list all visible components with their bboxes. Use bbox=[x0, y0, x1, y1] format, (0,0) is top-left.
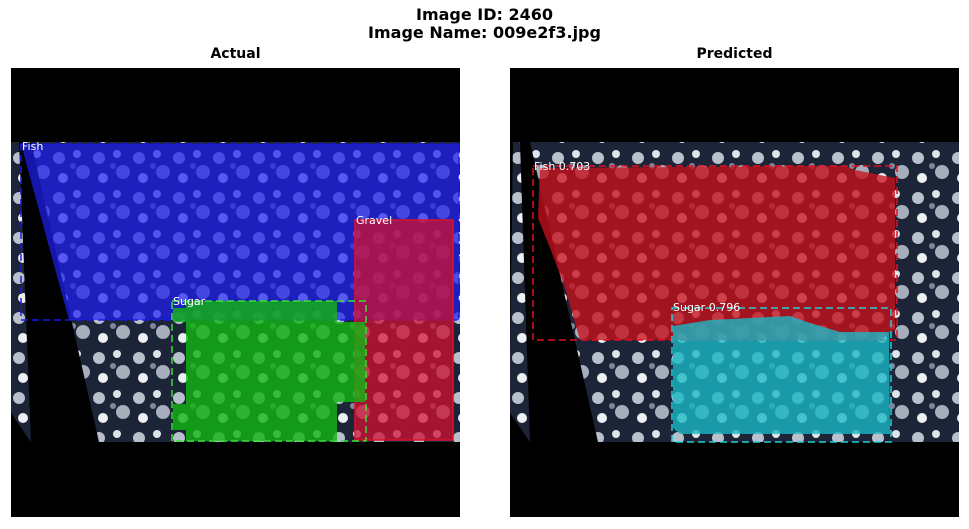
fish-mask bbox=[21, 144, 459, 320]
predicted-satellite-image: Fish 0.703 Sugar 0.796 bbox=[510, 142, 959, 443]
actual-satellite-image: Fish Gravel Sugar bbox=[11, 140, 460, 442]
figure-title-line-2: Image Name: 009e2f3.jpg bbox=[368, 23, 601, 42]
fish-label: Fish 0.703 bbox=[534, 160, 590, 173]
sugar-label: Sugar 0.796 bbox=[673, 301, 740, 314]
predicted-image-panel: Fish 0.703 Sugar 0.796 bbox=[510, 68, 959, 517]
sugar-mask bbox=[173, 301, 365, 441]
fish-box bbox=[20, 143, 460, 321]
sugar-mask bbox=[673, 316, 890, 434]
sugar-box bbox=[171, 300, 367, 442]
fish-label: Fish bbox=[22, 140, 43, 153]
actual-panel-title: Actual bbox=[210, 46, 261, 62]
actual-image-panel: Fish Gravel Sugar bbox=[11, 68, 460, 517]
fish-mask bbox=[538, 166, 895, 340]
sugar-label: Sugar bbox=[173, 295, 206, 308]
swath-black-wedge bbox=[19, 142, 99, 442]
sugar-box bbox=[671, 307, 892, 443]
gravel-mask bbox=[355, 220, 453, 440]
figure-title-line-1: Image ID: 2460 bbox=[415, 5, 554, 24]
gravel-label: Gravel bbox=[356, 214, 392, 227]
predicted-panel-title: Predicted bbox=[696, 46, 773, 62]
